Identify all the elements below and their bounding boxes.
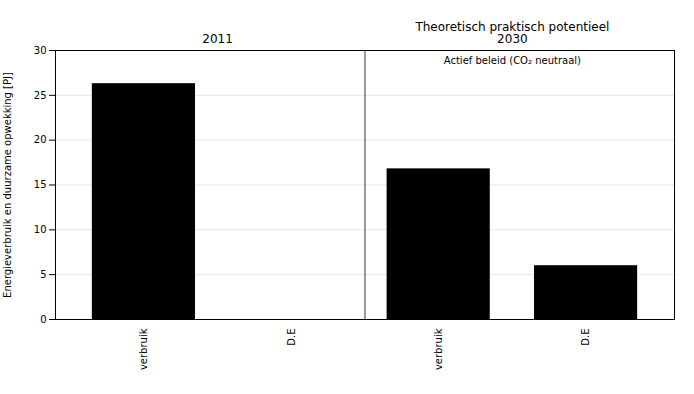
svg-text:D.E: D.E (580, 329, 591, 346)
svg-text:0: 0 (40, 314, 46, 325)
svg-text:15: 15 (34, 179, 47, 190)
svg-text:25: 25 (34, 90, 47, 101)
svg-text:2011: 2011 (202, 32, 233, 46)
svg-text:Energieverbruik en duurzame op: Energieverbruik en duurzame opwekking [P… (2, 72, 13, 298)
svg-text:Theoretisch praktisch potentie: Theoretisch praktisch potentieel2030 (414, 20, 609, 46)
svg-text:20: 20 (34, 134, 47, 145)
svg-text:Actief beleid (CO₂ neutraal): Actief beleid (CO₂ neutraal) (444, 55, 581, 66)
svg-text:5: 5 (40, 269, 46, 280)
svg-text:30: 30 (34, 45, 47, 56)
svg-text:D.E: D.E (286, 329, 297, 346)
svg-text:verbruik: verbruik (433, 328, 444, 370)
svg-text:verbruik: verbruik (138, 328, 149, 370)
svg-text:10: 10 (34, 224, 47, 235)
